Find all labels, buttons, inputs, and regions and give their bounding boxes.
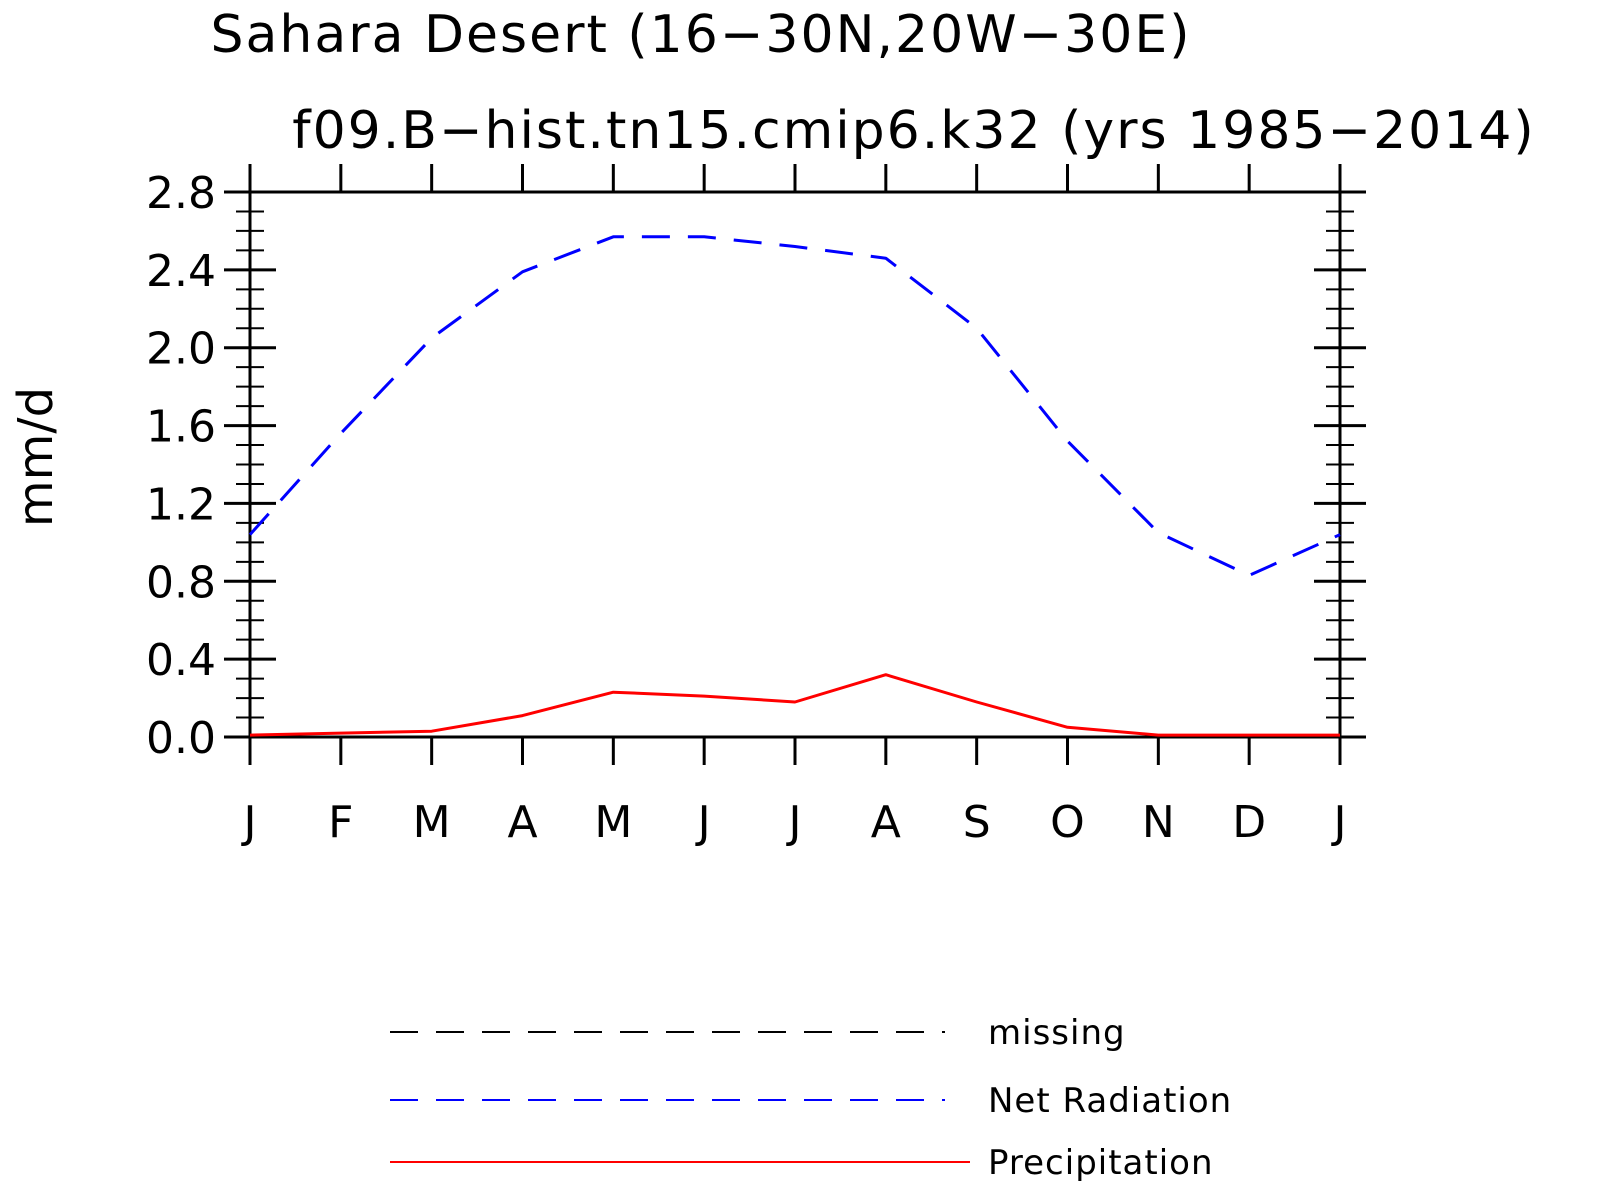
y-tick-label: 0.4 (146, 635, 216, 686)
x-tick-label: S (963, 797, 991, 848)
plot-frame (248, 190, 1342, 739)
x-tick-label: J (786, 797, 802, 848)
y-tick-label: 2.8 (146, 168, 216, 219)
series-line-1 (248, 235, 1341, 577)
plot-border (248, 190, 1342, 739)
x-tick-label: J (241, 797, 257, 848)
legend-label-1: Net Radiation (988, 1081, 1232, 1121)
x-tick-label: M (413, 797, 451, 848)
y-tick-label: 1.6 (146, 402, 216, 453)
legend: missing Net Radiation Precipitation (390, 1013, 1232, 1183)
chart-title: Sahara Desert (16−30N,20W−30E) (211, 5, 1192, 65)
legend-label-0: missing (988, 1013, 1126, 1053)
y-tick-label: 0.0 (146, 713, 216, 764)
x-tick-label: D (1232, 797, 1266, 848)
x-tick-label: O (1050, 797, 1085, 848)
legend-label-2: Precipitation (988, 1143, 1214, 1183)
x-tick-label: M (594, 797, 632, 848)
y-tick-label: 2.4 (146, 246, 216, 297)
x-tick-label: J (695, 797, 711, 848)
x-tick-label: F (328, 797, 353, 848)
series-layer (248, 235, 1341, 737)
x-tick-label: N (1142, 797, 1175, 848)
x-tick-label: A (871, 797, 901, 848)
y-tick-label: 0.8 (146, 557, 216, 608)
y-axis-label: mm/d (8, 387, 64, 527)
y-tick-label: 1.2 (146, 479, 216, 530)
x-tick-label: J (1331, 797, 1347, 848)
chart-subtitle: f09.B−hist.tn15.cmip6.k32 (yrs 1985−2014… (292, 101, 1535, 161)
x-tick-label: A (507, 797, 537, 848)
y-axis-ticks: 0.0 0.4 0.8 1.2 1.6 2.0 2.4 2.8 (146, 168, 1366, 764)
y-tick-label: 2.0 (146, 324, 216, 375)
series-line-2 (249, 673, 1340, 737)
